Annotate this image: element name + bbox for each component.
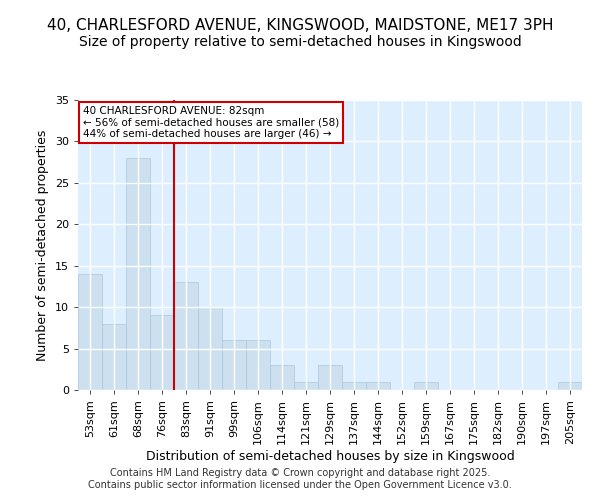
Text: Contains HM Land Registry data © Crown copyright and database right 2025.: Contains HM Land Registry data © Crown c… [110, 468, 490, 477]
Bar [318, 365, 342, 390]
Bar [78, 274, 102, 390]
Bar [558, 382, 582, 390]
Bar [102, 324, 126, 390]
Text: 40, CHARLESFORD AVENUE, KINGSWOOD, MAIDSTONE, ME17 3PH: 40, CHARLESFORD AVENUE, KINGSWOOD, MAIDS… [47, 18, 553, 32]
Bar [198, 307, 222, 390]
Y-axis label: Number of semi-detached properties: Number of semi-detached properties [36, 130, 49, 360]
Bar [246, 340, 270, 390]
Text: 40 CHARLESFORD AVENUE: 82sqm
← 56% of semi-detached houses are smaller (58)
44% : 40 CHARLESFORD AVENUE: 82sqm ← 56% of se… [83, 106, 339, 139]
Bar [414, 382, 438, 390]
Text: Contains public sector information licensed under the Open Government Licence v3: Contains public sector information licen… [88, 480, 512, 490]
Bar [366, 382, 390, 390]
Bar [342, 382, 366, 390]
Bar [270, 365, 294, 390]
Text: Size of property relative to semi-detached houses in Kingswood: Size of property relative to semi-detach… [79, 35, 521, 49]
Bar [294, 382, 318, 390]
Bar [150, 316, 174, 390]
X-axis label: Distribution of semi-detached houses by size in Kingswood: Distribution of semi-detached houses by … [146, 450, 514, 462]
Bar [126, 158, 150, 390]
Bar [222, 340, 246, 390]
Bar [174, 282, 198, 390]
